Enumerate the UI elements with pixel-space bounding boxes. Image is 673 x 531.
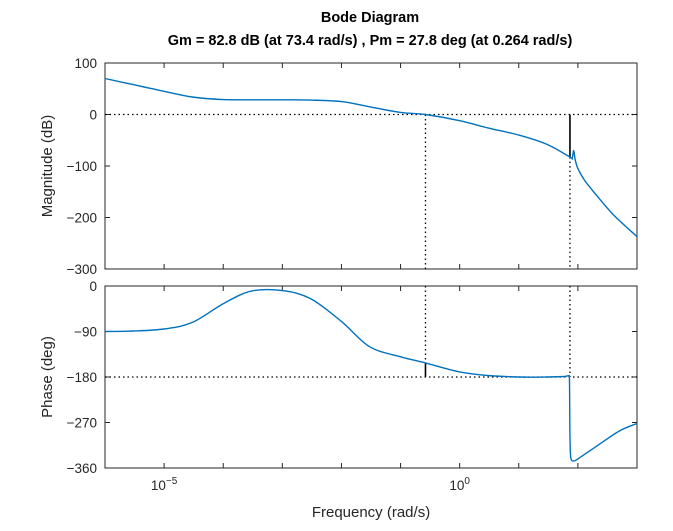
magnitude-y-tick-label: 100 <box>74 56 97 71</box>
phase-x-ticks <box>104 286 638 468</box>
x-tick-label: 10−5 <box>151 476 178 493</box>
phase-y-tick-label: −270 <box>67 416 97 431</box>
magnitude-panel: 100 0 −100 −200 −300 Magnitude (dB) <box>39 56 638 277</box>
magnitude-y-tick-label: −200 <box>67 211 97 226</box>
magnitude-y-axis-label: Magnitude (dB) <box>39 115 56 218</box>
chart-title: Bode Diagram <box>321 10 419 26</box>
magnitude-y-tick-label: −300 <box>67 262 97 277</box>
phase-y-ticks: 0 −90 −180 −270 −360 <box>67 279 637 476</box>
phase-y-tick-label: −180 <box>67 370 97 385</box>
magnitude-y-tick-label: −100 <box>67 159 97 174</box>
phase-y-axis-label: Phase (deg) <box>39 336 56 418</box>
phase-panel: 0 −90 −180 −270 −360 Phase (deg) <box>39 279 638 476</box>
phase-y-tick-label: −90 <box>74 325 97 340</box>
phase-y-tick-label: −360 <box>67 461 97 476</box>
x-axis-label: Frequency (rad/s) <box>312 504 430 521</box>
phase-series-line <box>104 288 638 462</box>
x-tick-label: 100 <box>449 476 470 493</box>
phase-y-tick-label: 0 <box>89 279 97 294</box>
magnitude-series-line <box>104 77 638 238</box>
magnitude-axes-frame <box>104 62 638 270</box>
chart-subtitle: Gm = 82.8 dB (at 73.4 rad/s) , Pm = 27.8… <box>168 33 573 49</box>
x-tick-labels: 10−5 100 <box>151 476 471 493</box>
magnitude-y-ticks: 100 0 −100 −200 −300 <box>67 56 637 277</box>
magnitude-y-tick-label: 0 <box>89 108 97 123</box>
magnitude-x-ticks <box>104 63 638 269</box>
